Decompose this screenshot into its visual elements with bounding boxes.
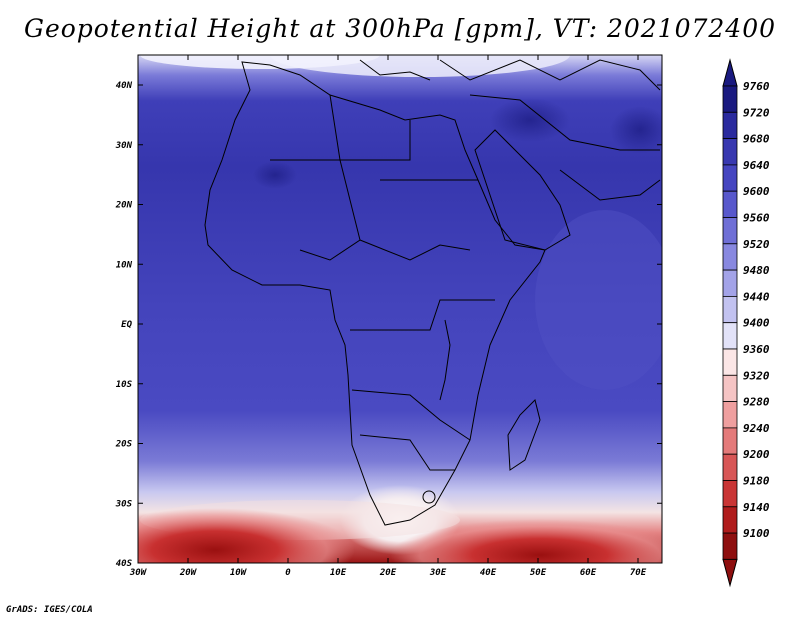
colorbar-segment (722, 243, 738, 271)
lat-label: 20N (115, 201, 133, 211)
lon-label: 20W (179, 568, 198, 578)
colorbar-segment (722, 269, 738, 297)
lon-label: 10E (330, 568, 347, 578)
colorbar-level-label: 9480 (743, 264, 770, 277)
colorbar-segment (722, 401, 738, 429)
colorbar-segment (722, 427, 738, 455)
lon-label: 10W (230, 568, 248, 578)
map-title: Geopotential Height at 300hPa [gpm], VT:… (23, 14, 777, 43)
lon-label: 30W (129, 568, 148, 578)
lat-label: 30N (115, 141, 133, 151)
colorbar-segment (722, 111, 738, 140)
colorbar-segment (722, 348, 738, 376)
colorbar-segment (722, 164, 738, 192)
lon-label: 40E (480, 568, 497, 578)
colorbar-segment (722, 190, 738, 218)
colorbar: 9760 9720 9680 9640 9600 9560 9520 9480 9440 9400… (722, 58, 770, 588)
lon-label: 70E (630, 568, 647, 578)
colorbar-level-label: 9440 (743, 290, 770, 303)
colorbar-segment (722, 322, 738, 350)
credit-text: GrADS: IGES/COLA (6, 605, 93, 615)
colorbar-level-label: 9560 (743, 212, 770, 225)
lon-label: 30E (429, 568, 447, 578)
colorbar-level-label: 9280 (743, 396, 770, 409)
colorbar-segment (722, 85, 738, 113)
colorbar-level-label: 9240 (743, 422, 770, 435)
colorbar-level-label: 9140 (743, 501, 770, 514)
colorbar-segment (722, 532, 738, 560)
lon-label: 60E (580, 568, 597, 578)
map-frame (137, 54, 663, 564)
colorbar-level-label: 9180 (743, 475, 770, 488)
lat-label: 40S (116, 559, 133, 569)
coastlines (204, 59, 661, 526)
colorbar-top-arrow (722, 58, 738, 87)
colorbar-level-label: 9400 (743, 317, 770, 330)
colorbar-segment (722, 295, 738, 324)
colorbar-level-label: 9360 (743, 343, 770, 356)
lat-label: 20S (115, 440, 133, 450)
lon-label: 20E (379, 568, 397, 578)
colorbar-segment (722, 374, 738, 402)
colorbar-segment (722, 217, 738, 245)
lat-label: 10N (116, 260, 133, 270)
colorbar-level-label: 9600 (743, 185, 770, 198)
colorbar-segment (722, 138, 738, 166)
lat-label: 40N (116, 81, 133, 91)
lat-label: 30S (115, 499, 133, 509)
colorbar-level-label: 9100 (743, 527, 770, 540)
colorbar-level-label: 9200 (743, 448, 770, 461)
axis-ticks (137, 55, 662, 564)
colorbar-segment (722, 453, 738, 481)
latitude-labels: 40N 30N 20N 10N EQ 10S 20S 30S 40S (115, 81, 133, 569)
colorbar-level-label: 9520 (743, 238, 770, 251)
colorbar-level-label: 9640 (743, 159, 770, 172)
colorbar-level-label: 9680 (743, 133, 770, 146)
colorbar-level-label: 9720 (743, 106, 770, 119)
longitude-labels: 30W 20W 10W 0 10E 20E 30E 40E 50E 60E 70E (129, 568, 647, 578)
lon-label: 0 (285, 568, 291, 578)
colorbar-level-label: 9760 (743, 80, 770, 93)
lat-label: EQ (121, 320, 132, 330)
lon-label: 50E (530, 568, 547, 578)
lat-label: 10S (116, 380, 133, 390)
colorbar-bottom-arrow (722, 558, 738, 588)
colorbar-level-label: 9320 (743, 369, 770, 382)
colorbar-segment (722, 506, 738, 534)
colorbar-segment (722, 480, 738, 508)
map-panel (138, 55, 662, 563)
